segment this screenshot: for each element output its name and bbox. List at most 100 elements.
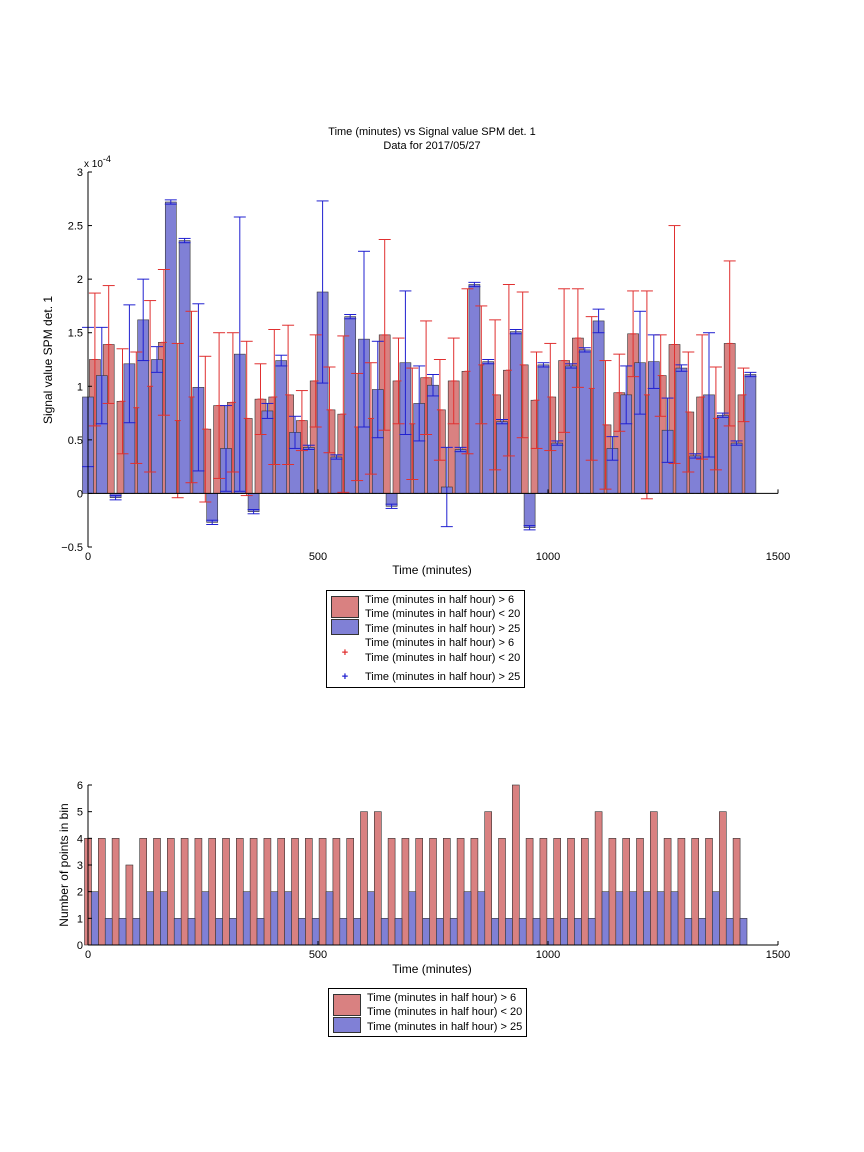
y-axis-label-top: Signal value SPM det. 1 [41,296,55,424]
blue-bar [178,240,191,494]
blue-bar [537,364,550,494]
legend-item-red-marker: + Time (minutes in half hour) > 6 Time (… [331,636,520,670]
top-x-tick-label: 500 [309,551,327,563]
top-y-tick-label: −0.5 [61,542,83,554]
blue-count-bar [187,918,196,946]
blue-count-bar [518,918,527,946]
legend-swatch-blue [333,1016,361,1033]
legend-text: Time (minutes in half hour) > 25 [367,1020,523,1033]
bottom-y-tick-label: 5 [77,807,83,819]
blue-bar [164,201,177,494]
legend-bottom: Time (minutes in half hour) > 6 Time (mi… [328,988,528,1038]
blue-count-bar [325,891,334,946]
blue-count-bar [408,891,417,946]
blue-count-bar [643,891,651,946]
red-count-bar [594,811,603,946]
red-count-bar [332,838,341,946]
blue-bar [427,384,439,494]
blue-count-bar [532,918,541,946]
top-y-tick-label: 1 [77,381,83,393]
red-count-bar [498,838,506,946]
bottom-y-tick-label: 4 [77,833,83,845]
blue-count-bar [380,918,389,946]
blue-bar [523,493,536,529]
blue-count-bar [684,918,693,946]
blue-count-bar [712,891,720,946]
blue-bar [744,374,757,494]
red-count-bar [98,838,106,946]
top-y-tick-label: 3 [77,167,83,179]
blue-count-bar [422,918,430,946]
blue-bar [247,493,260,512]
blue-count-bar [91,891,99,946]
blue-bar [468,284,481,494]
red-count-bar [291,838,299,946]
red-count-bar [373,811,382,946]
red-count-bar [580,838,589,946]
red-count-bar [125,864,134,946]
blue-count-bar [229,918,237,946]
legend-item-blue-marker: + Time (minutes in half hour) > 25 [331,670,520,684]
red-count-bar [194,838,203,946]
top-x-tick-label: 1500 [766,551,790,563]
blue-bar [592,320,605,494]
legend-item-red-bar: Time (minutes in half hour) > 6 Time (mi… [333,991,522,1020]
blue-count-bar [104,918,113,946]
red-count-bar [346,838,355,946]
red-count-bar [180,838,189,946]
blue-count-bar [505,918,513,946]
blue-bar [482,361,495,494]
blue-count-bar [477,891,486,946]
y-axis-label-bottom: Number of points in bin [57,803,71,926]
blue-bar [509,331,522,494]
blue-count-bar [256,918,265,946]
legend-text: Time (minutes in half hour) > 6 Time (mi… [367,992,523,1019]
bottom-y-tick-label: 0 [77,940,83,952]
top-y-tick-label: 0 [77,488,83,500]
top-y-tick-label: 0.5 [68,435,83,447]
blue-bar [675,367,688,494]
legend-swatch-red [333,994,361,1016]
red-count-bar [622,838,631,946]
red-count-bar [277,838,286,946]
blue-count-bar [367,891,375,946]
red-count-bar [470,838,479,946]
blue-count-bar [656,891,665,946]
blue-count-bar [739,918,748,946]
blue-count-bar [491,918,499,946]
red-count-bar [567,838,575,946]
blue-count-bar [725,918,734,946]
blue-bar [344,316,357,494]
blue-count-bar [284,891,292,946]
red-count-bar [718,811,727,946]
blue-count-bar [201,891,210,946]
legend-swatch-red [331,596,359,618]
legend-marker-red: + [341,647,349,660]
red-count-bar [705,838,713,946]
red-count-bar [208,838,216,946]
blue-count-bar [436,918,444,946]
red-count-bar [222,838,230,946]
red-count-bar [511,784,520,946]
blue-count-bar [298,918,306,946]
red-count-bar [139,838,147,946]
red-count-bar [553,838,562,946]
top-y-tick-label: 1.5 [68,328,83,340]
blue-count-bar [160,891,168,946]
bottom-x-tick-label: 1500 [766,949,790,961]
chart-title: Time (minutes) vs Signal value SPM det. … [328,126,535,138]
red-count-bar [111,838,120,946]
blue-count-bar [615,891,624,946]
blue-count-bar [463,891,472,946]
blue-bar [454,449,467,494]
red-count-bar [387,838,396,946]
blue-bar [206,493,219,523]
red-count-bar [360,811,368,946]
blue-count-bar [118,918,127,946]
blue-count-bar [132,918,141,946]
red-count-bar [304,838,313,946]
red-count-bar [663,838,672,946]
blue-count-bar [270,891,279,946]
legend-text: Time (minutes in half hour) > 6 Time (mi… [365,637,521,664]
